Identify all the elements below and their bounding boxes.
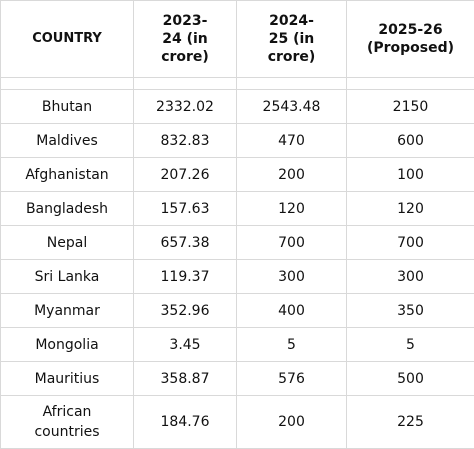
value-2023-24: 3.45 <box>134 328 237 362</box>
value-2023-24: 184.76 <box>134 396 237 449</box>
header-2025-26-line1: 2025-26 <box>351 21 470 39</box>
spacer-cell <box>1 78 134 90</box>
header-2024-25-line3: crore) <box>241 48 342 66</box>
spacer-cell <box>134 78 237 90</box>
value-2025-26: 2150 <box>347 90 474 124</box>
value-2024-25: 576 <box>237 362 347 396</box>
country-cell: Mongolia <box>1 328 134 362</box>
value-2023-24: 157.63 <box>134 192 237 226</box>
header-country: COUNTRY <box>1 1 134 78</box>
value-2024-25: 5 <box>237 328 347 362</box>
value-2023-24: 2332.02 <box>134 90 237 124</box>
country-name: Maldives <box>5 131 129 151</box>
spacer-cell <box>237 78 347 90</box>
country-name: Afghanistan <box>5 165 129 185</box>
header-2025-26-line2: (Proposed) <box>351 39 470 57</box>
country-name: Mongolia <box>5 335 129 355</box>
value-2023-24: 207.26 <box>134 158 237 192</box>
country-cell: Maldives <box>1 124 134 158</box>
header-country-label: COUNTRY <box>32 31 102 46</box>
country-cell: Afghanistan <box>1 158 134 192</box>
country-cell: Nepal <box>1 226 134 260</box>
value-2025-26: 500 <box>347 362 474 396</box>
value-2024-25: 700 <box>237 226 347 260</box>
country-cell: Bhutan <box>1 90 134 124</box>
value-2024-25: 470 <box>237 124 347 158</box>
spacer-cell <box>347 78 474 90</box>
country-name: Sri Lanka <box>5 267 129 287</box>
value-2024-25: 400 <box>237 294 347 328</box>
value-2025-26: 100 <box>347 158 474 192</box>
value-2025-26: 600 <box>347 124 474 158</box>
value-2025-26: 5 <box>347 328 474 362</box>
value-2024-25: 200 <box>237 158 347 192</box>
header-2023-24-line2: 24 (in <box>138 30 232 48</box>
country-name: Bangladesh <box>5 199 129 219</box>
value-2023-24: 352.96 <box>134 294 237 328</box>
value-2023-24: 358.87 <box>134 362 237 396</box>
country-name: Myanmar <box>5 301 129 321</box>
value-2024-25: 300 <box>237 260 347 294</box>
value-2025-26: 225 <box>347 396 474 449</box>
country-cell: Bangladesh <box>1 192 134 226</box>
country-name: Nepal <box>5 233 129 253</box>
value-2024-25: 2543.48 <box>237 90 347 124</box>
value-2025-26: 700 <box>347 226 474 260</box>
header-2023-24-line3: crore) <box>138 48 232 66</box>
country-cell: Sri Lanka <box>1 260 134 294</box>
value-2023-24: 119.37 <box>134 260 237 294</box>
header-2024-25: 2024- 25 (in crore) <box>237 1 347 78</box>
country-cell: Myanmar <box>1 294 134 328</box>
header-2023-24-line1: 2023- <box>138 12 232 30</box>
country-name: Mauritius <box>5 369 129 389</box>
value-2024-25: 120 <box>237 192 347 226</box>
value-2025-26: 300 <box>347 260 474 294</box>
value-2025-26: 350 <box>347 294 474 328</box>
value-2024-25: 200 <box>237 396 347 449</box>
value-2023-24: 657.38 <box>134 226 237 260</box>
country-name-line2: countries <box>5 422 129 442</box>
value-2025-26: 120 <box>347 192 474 226</box>
table-header: COUNTRY 2023- 24 (in crore) 2024- 25 (in… <box>1 1 474 78</box>
country-name: Bhutan <box>5 97 129 117</box>
header-row: COUNTRY 2023- 24 (in crore) 2024- 25 (in… <box>1 1 474 78</box>
spacer-row <box>1 78 474 90</box>
value-2023-24: 832.83 <box>134 124 237 158</box>
header-2023-24: 2023- 24 (in crore) <box>134 1 237 78</box>
header-2025-26: 2025-26 (Proposed) <box>347 1 474 78</box>
header-2024-25-line1: 2024- <box>241 12 342 30</box>
country-cell: Mauritius <box>1 362 134 396</box>
header-2024-25-line2: 25 (in <box>241 30 342 48</box>
country-name: African <box>5 402 129 422</box>
